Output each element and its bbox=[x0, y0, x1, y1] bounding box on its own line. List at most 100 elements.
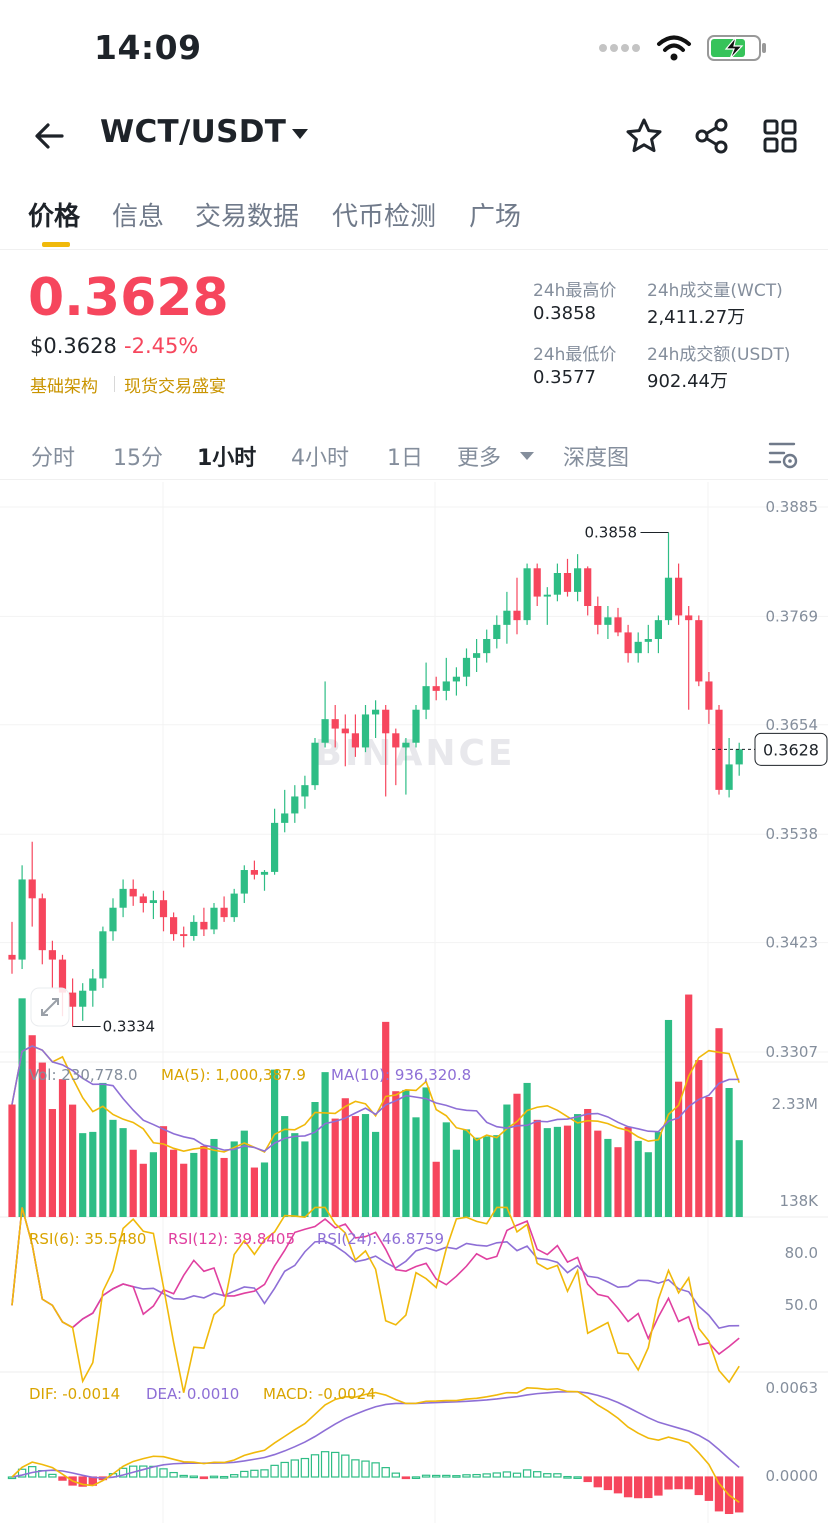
tf-depth[interactable]: 深度图 bbox=[563, 446, 630, 471]
candle-body bbox=[99, 931, 107, 979]
tab-price[interactable]: 价格 bbox=[28, 202, 81, 232]
volume-bar bbox=[361, 1114, 370, 1217]
candle-body bbox=[38, 898, 46, 951]
tab-square[interactable]: 广场 bbox=[469, 202, 522, 232]
candle-body bbox=[331, 719, 339, 729]
volume-bar bbox=[553, 1126, 561, 1217]
candle-body bbox=[321, 719, 329, 743]
macd-hist-bar bbox=[553, 1473, 562, 1478]
tab-trading-data[interactable]: 交易数据 bbox=[195, 202, 300, 232]
candle-body bbox=[291, 796, 299, 814]
price-tick-label: 0.3423 bbox=[766, 934, 819, 952]
status-icons bbox=[598, 34, 768, 62]
macd-hist-bar bbox=[644, 1476, 653, 1499]
dea-label: DEA: 0.0010 bbox=[146, 1385, 239, 1403]
tf-15m[interactable]: 15分 bbox=[113, 446, 163, 471]
tf-4h[interactable]: 4小时 bbox=[291, 446, 349, 471]
macd-hist-bar bbox=[159, 1468, 168, 1478]
high-annotation: 0.3858 bbox=[585, 523, 638, 541]
candle-body bbox=[685, 615, 693, 621]
tf-1h[interactable]: 1小时 bbox=[197, 446, 257, 471]
macd-hist-bar bbox=[58, 1476, 67, 1481]
volume-bar bbox=[180, 1163, 188, 1217]
volume-bar bbox=[220, 1157, 228, 1217]
volume-ma5-line bbox=[11, 1045, 740, 1154]
volume-bar bbox=[634, 1140, 642, 1217]
price-tick-label: 0.3307 bbox=[766, 1043, 819, 1061]
fullscreen-button[interactable] bbox=[30, 987, 70, 1027]
macd-hist-bar bbox=[240, 1470, 249, 1478]
candle-body bbox=[351, 733, 359, 748]
volume-bar bbox=[301, 1141, 309, 1217]
macd-hist-bar bbox=[613, 1476, 623, 1494]
back-arrow-icon[interactable] bbox=[28, 114, 72, 158]
vol-label: Vol: 230,778.0 bbox=[29, 1066, 138, 1084]
candle-body bbox=[28, 879, 36, 899]
grid-menu-icon[interactable] bbox=[758, 114, 802, 158]
tf-1d[interactable]: 1日 bbox=[387, 446, 423, 471]
vol-ma5-label: MA(5): 1,000,387.9 bbox=[161, 1066, 306, 1084]
macd-hist-bar bbox=[603, 1476, 613, 1491]
dif-label: DIF: -0.0014 bbox=[29, 1385, 120, 1403]
volume-bar bbox=[695, 1060, 703, 1217]
macd-hist-bar bbox=[270, 1464, 279, 1478]
volume-bar bbox=[159, 1126, 168, 1217]
macd-hist-bar bbox=[280, 1461, 289, 1478]
vol-ma10-label: MA(10): 936,320.8 bbox=[331, 1066, 471, 1084]
volume-bar bbox=[372, 1131, 380, 1217]
candle-body bbox=[462, 657, 471, 677]
chart-settings-icon[interactable] bbox=[766, 438, 800, 472]
price-usd: $0.3628 bbox=[30, 334, 117, 358]
tag-spot-event[interactable]: 现货交易盛宴 bbox=[124, 377, 226, 397]
candle-body bbox=[402, 742, 410, 748]
volume-bar bbox=[58, 1079, 67, 1217]
macd-hist-bar bbox=[391, 1472, 401, 1478]
macd-series bbox=[7, 1387, 744, 1515]
tab-token-check[interactable]: 代币检测 bbox=[332, 202, 437, 232]
volume-bar bbox=[473, 1137, 481, 1217]
tf-more[interactable]: 更多 bbox=[457, 446, 502, 471]
pair-title[interactable]: WCT/USDT bbox=[100, 114, 287, 150]
volume-bar bbox=[38, 1062, 46, 1217]
volume-bar bbox=[170, 1149, 178, 1217]
more-dropdown-icon[interactable] bbox=[518, 450, 536, 462]
y-axis-labels: 0.3885 0.3769 0.3654 0.3538 0.3423 0.3307 2.33… bbox=[766, 498, 820, 1485]
candle-body bbox=[109, 907, 117, 932]
volume-bar bbox=[624, 1126, 632, 1217]
volume-bar bbox=[139, 1163, 147, 1217]
candle-body bbox=[422, 686, 430, 710]
macd-hist-bar bbox=[543, 1473, 552, 1478]
macd-hist-bar bbox=[310, 1454, 320, 1478]
tab-info[interactable]: 信息 bbox=[112, 202, 165, 232]
price-tick-label: 0.3885 bbox=[766, 498, 819, 516]
macd-hist-bar bbox=[583, 1476, 592, 1483]
volume-ma10-line bbox=[11, 1045, 740, 1153]
price-tick-label: 0.3654 bbox=[766, 716, 819, 734]
macd-hist-bar bbox=[502, 1471, 512, 1478]
star-icon[interactable] bbox=[622, 114, 666, 158]
volume-bar bbox=[109, 1119, 117, 1217]
macd-hist-bar bbox=[230, 1474, 239, 1478]
macd-hist-bar bbox=[573, 1476, 582, 1479]
last-price: 0.3628 bbox=[28, 268, 229, 328]
tag-infrastructure[interactable]: 基础架构 bbox=[30, 377, 98, 397]
macd-hist-bar bbox=[78, 1476, 87, 1487]
macd-hist-bar bbox=[250, 1469, 259, 1478]
share-icon[interactable] bbox=[690, 114, 734, 158]
volume-bar bbox=[452, 1149, 460, 1217]
indicator-tick-label: 2.33M bbox=[772, 1095, 818, 1113]
volume-bar bbox=[503, 1104, 511, 1217]
macd-hist-bar bbox=[17, 1468, 27, 1478]
candle-body bbox=[48, 950, 56, 960]
pair-dropdown-icon[interactable] bbox=[288, 124, 312, 144]
macd-hist-bar bbox=[532, 1471, 542, 1478]
volume-bar bbox=[69, 1104, 77, 1217]
macd-hist-bar bbox=[674, 1476, 683, 1490]
tf-time-share[interactable]: 分时 bbox=[31, 446, 76, 471]
kline-chart[interactable]: BINANCE 0.38850.37690.36540.35380.34230.… bbox=[0, 482, 828, 1523]
macd-hist-bar bbox=[351, 1459, 360, 1478]
macd-hist-bar bbox=[462, 1474, 471, 1478]
macd-hist-bar bbox=[320, 1451, 330, 1478]
candle-body bbox=[190, 921, 198, 937]
rsi24-label: RSI(24): 46.8759 bbox=[317, 1230, 444, 1248]
